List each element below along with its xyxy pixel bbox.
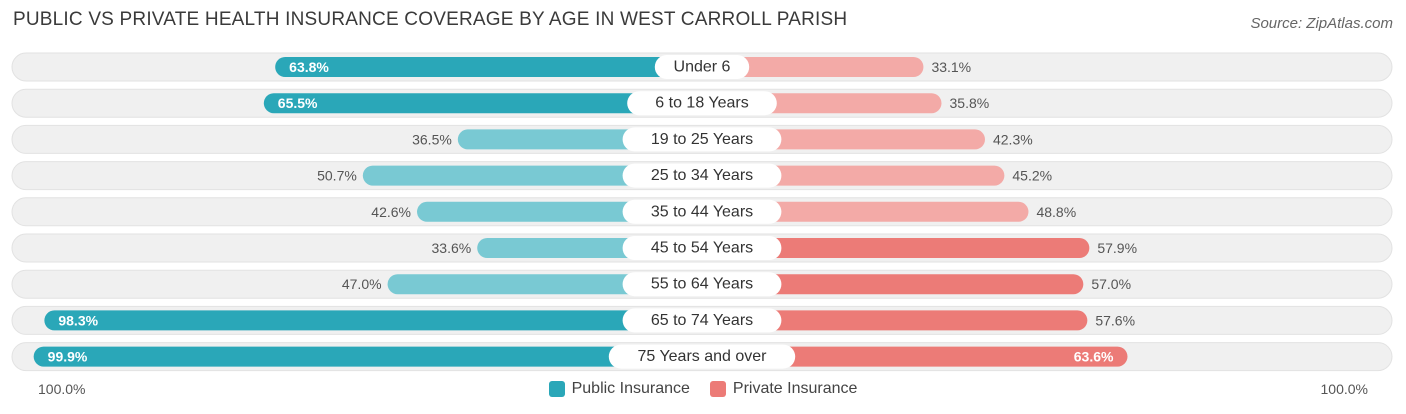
value-label-public-35-to-44-years: 42.6% (371, 204, 411, 220)
category-label-45-to-54-years: 45 to 54 Years (651, 240, 753, 257)
axis-left-label: 100.0% (38, 381, 86, 397)
category-label-6-to-18-years: 6 to 18 Years (655, 95, 748, 112)
legend-swatch-public (548, 381, 565, 397)
category-label-55-to-64-years: 55 to 64 Years (651, 276, 753, 293)
value-label-private-55-to-64-years: 57.0% (1091, 276, 1131, 292)
source-label: Source: ZipAtlas.com (1250, 15, 1393, 32)
bar-public-55-to-64-years (387, 274, 702, 295)
axis-right-label: 100.0% (1320, 381, 1368, 397)
category-pill-25-to-34-years (622, 163, 782, 188)
bar-public-25-to-34-years (362, 165, 702, 186)
value-label-private-35-to-44-years: 48.8% (1036, 204, 1076, 220)
value-label-private-19-to-25-years: 42.3% (993, 131, 1033, 147)
chart-area: 63.8% 33.1% Under 6 65.5% 35.8% 6 to 18 Years… (11, 52, 1393, 372)
category-label-under-6: Under 6 (674, 59, 731, 76)
value-label-private-65-to-74-years: 57.6% (1095, 312, 1135, 328)
bar-public-under-6 (275, 57, 702, 77)
legend: Public Insurance Private Insurance (0, 380, 1406, 398)
value-label-public-6-to-18-years: 65.5% (278, 95, 318, 111)
legend-label-private: Private Insurance (732, 380, 858, 397)
legend-item-public[interactable]: Public Insurance (548, 380, 690, 398)
bar-private-45-to-54-years (702, 238, 1090, 258)
category-pill-65-to-74-years (622, 308, 782, 333)
category-label-25-to-34-years: 25 to 34 Years (651, 167, 753, 184)
chart-title: PUBLIC VS PRIVATE HEALTH INSURANCE COVER… (13, 9, 848, 30)
bar-public-75-years-and-over (33, 346, 702, 367)
bar-private-under-6 (702, 57, 924, 77)
legend-label-public: Public Insurance (571, 380, 690, 397)
value-label-public-19-to-25-years: 36.5% (412, 131, 452, 147)
bar-private-75-years-and-over (702, 346, 1128, 367)
value-label-public-75-years-and-over: 99.9% (48, 349, 88, 365)
value-label-private-75-years-and-over: 63.6% (1074, 349, 1114, 365)
category-label-65-to-74-years: 65 to 74 Years (651, 312, 753, 329)
value-label-public-45-to-54-years: 33.6% (432, 240, 472, 256)
category-label-19-to-25-years: 19 to 25 Years (651, 131, 753, 148)
value-label-private-25-to-34-years: 45.2% (1012, 168, 1052, 184)
category-pill-35-to-44-years (622, 199, 782, 224)
value-label-public-55-to-64-years: 47.0% (342, 276, 382, 292)
value-label-private-45-to-54-years: 57.9% (1097, 240, 1137, 256)
bar-private-65-to-74-years (702, 310, 1088, 331)
category-label-35-to-44-years: 35 to 44 Years (651, 203, 753, 220)
legend-item-private[interactable]: Private Insurance (709, 380, 858, 398)
category-pill-6-to-18-years (627, 91, 777, 116)
bar-public-65-to-74-years (44, 310, 703, 331)
bar-private-35-to-44-years (702, 201, 1029, 222)
value-label-public-25-to-34-years: 50.7% (317, 168, 357, 184)
value-label-private-under-6: 33.1% (931, 59, 971, 75)
category-pill-19-to-25-years (622, 127, 782, 152)
category-pill-75-years-and-over (608, 344, 796, 369)
legend-swatch-private (709, 381, 726, 397)
category-pill-45-to-54-years (622, 236, 782, 260)
category-pill-under-6 (654, 55, 750, 79)
category-pill-55-to-64-years (622, 272, 782, 297)
bar-private-55-to-64-years (702, 274, 1084, 295)
category-label-75-years-and-over: 75 Years and over (638, 348, 768, 365)
bar-public-6-to-18-years (263, 93, 702, 114)
value-label-public-65-to-74-years: 98.3% (58, 312, 98, 328)
value-label-private-6-to-18-years: 35.8% (950, 95, 990, 111)
value-label-public-under-6: 63.8% (289, 59, 329, 75)
